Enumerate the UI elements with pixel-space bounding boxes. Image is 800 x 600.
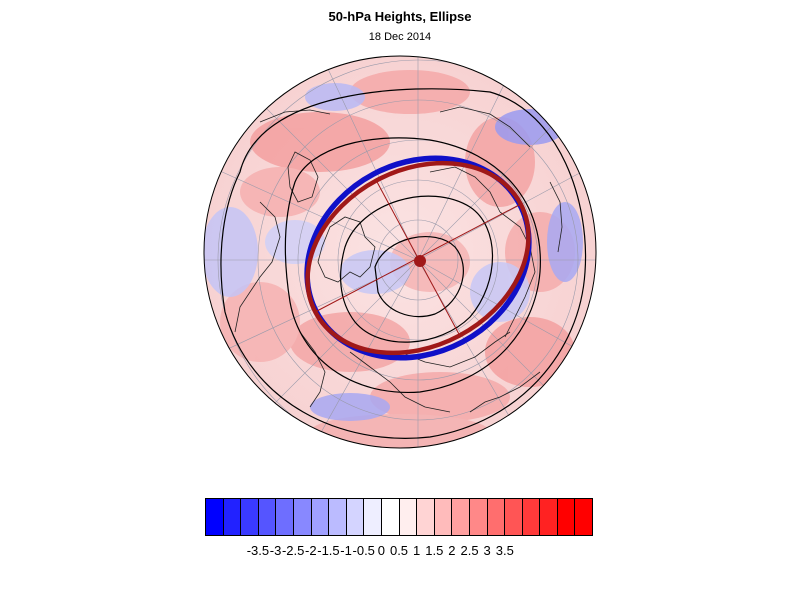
colorbar-tick-label: 0 (377, 543, 385, 558)
colorbar-cell (206, 499, 224, 535)
colorbar-cell (399, 499, 418, 535)
colorbar-cell (522, 499, 541, 535)
colorbar-tick-label: -3 (269, 543, 282, 558)
colorbar-labels: -3.5 -3 -2.5 -2 -1.5 -1 -0.5 0 0.5 1 1.5 2 2.5 3 3.5 (205, 543, 593, 561)
colorbar-cell (540, 499, 558, 535)
colorbar-cell (276, 499, 294, 535)
colorbar-tick-label: 0.5 (389, 543, 409, 558)
colorbar-cell (364, 499, 382, 535)
colorbar-cell (293, 499, 312, 535)
colorbar-cell (557, 499, 576, 535)
colorbar-cell (241, 499, 259, 535)
colorbar-cell (346, 499, 365, 535)
map-border (203, 55, 597, 449)
colorbar-cell (223, 499, 242, 535)
colorbar-cell (311, 499, 330, 535)
colorbar-tick-label: -2 (305, 543, 317, 558)
polar-stereographic-map (200, 52, 600, 452)
colorbar-cell (469, 499, 488, 535)
colorbar-tick-label: -3.5 (246, 543, 270, 558)
colorbar-cell (329, 499, 347, 535)
colorbar-cell (434, 499, 453, 535)
colorbar-tick-label: 1.5 (425, 543, 444, 558)
colorbar-tick-label: 2.5 (460, 543, 479, 558)
colorbar-cell (258, 499, 277, 535)
map-subtitle: 18 Dec 2014 (368, 31, 432, 43)
colorbar (205, 498, 593, 536)
coastlines (234, 106, 563, 413)
height-contours (220, 88, 587, 439)
colorbar-tick-label: -1 (340, 543, 352, 558)
colorbar-tick-label: -0.5 (352, 543, 375, 558)
colorbar-cell (575, 499, 593, 535)
colorbar-tick-label: -2.5 (281, 543, 305, 558)
colorbar-tick-label: -1.5 (317, 543, 340, 558)
negative-anomaly-shading (204, 83, 583, 421)
colorbar-cell (381, 499, 400, 535)
colorbar-cell (417, 499, 435, 535)
colorbar-cell (452, 499, 470, 535)
colorbar-cell (487, 499, 506, 535)
colorbar-tick-label: 3.5 (495, 543, 514, 558)
map-title: 50-hPa Heights, Ellipse (328, 9, 472, 24)
colorbar-tick-label: 3 (483, 543, 491, 558)
colorbar-tick-label: 1 (413, 543, 421, 558)
map-svg (203, 55, 597, 449)
ellipse-center-marker (414, 255, 426, 267)
colorbar-cell (505, 499, 523, 535)
map-disk (204, 56, 596, 448)
colorbar-tick-label: 2 (448, 543, 456, 558)
